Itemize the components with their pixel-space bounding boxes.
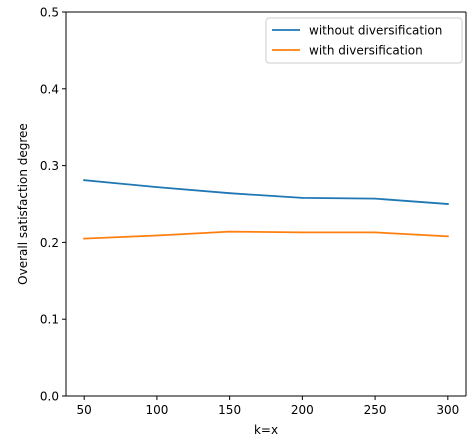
data-point-with-diversification-100 (156, 234, 158, 237)
series-line-with-diversification (83, 230, 449, 240)
data-point-without-diversification-50 (83, 179, 86, 182)
x-tick-label-300: 300 (436, 403, 459, 417)
legend-label-without-diversification: without diversification (309, 24, 442, 38)
x-tick-label-250: 250 (364, 403, 387, 417)
y-axis-label: Overall satisfaction degree (16, 123, 30, 285)
y-tick-label-0: 0.0 (40, 390, 59, 404)
data-point-with-diversification-200 (301, 231, 304, 234)
x-tick-label-100: 100 (145, 403, 168, 417)
ticks-layer: 50 100 150 200 250 300 0.0 0.1 0.2 0.3 0.4 0.5 (40, 6, 459, 418)
data-point-without-diversification-300 (446, 203, 449, 205)
y-tick-label-0-2: 0.2 (40, 236, 59, 250)
data-point-without-diversification-200 (301, 197, 304, 199)
x-tick-label-200: 200 (291, 403, 314, 417)
axes-layer (65, 11, 467, 397)
legend-label-with-diversification: with diversification (309, 44, 423, 58)
data-point-with-diversification-250 (374, 231, 376, 234)
x-axis-label: k=x (254, 423, 278, 437)
y-tick-label-0-5: 0.5 (40, 6, 59, 20)
y-tick-label-0-3: 0.3 (40, 159, 59, 173)
series-line-without-diversification (83, 179, 449, 205)
data-point-with-diversification-300 (446, 235, 449, 238)
series-layer (83, 179, 449, 240)
y-tick-label-0-4: 0.4 (40, 82, 59, 96)
y-tick-label-0-1: 0.1 (40, 313, 59, 327)
data-point-with-diversification-50 (83, 237, 86, 240)
x-tick-label-50: 50 (77, 403, 92, 417)
data-point-with-diversification-150 (228, 230, 231, 233)
legend: without diversification with diversifica… (265, 17, 463, 64)
plot-area (66, 12, 466, 396)
legend-box (265, 17, 463, 64)
x-tick-label-150: 150 (218, 403, 241, 417)
data-point-without-diversification-150 (228, 192, 231, 195)
data-point-without-diversification-250 (374, 197, 376, 200)
data-point-without-diversification-100 (156, 186, 158, 189)
